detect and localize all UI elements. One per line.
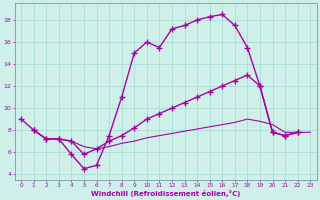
- X-axis label: Windchill (Refroidissement éolien,°C): Windchill (Refroidissement éolien,°C): [91, 190, 240, 197]
